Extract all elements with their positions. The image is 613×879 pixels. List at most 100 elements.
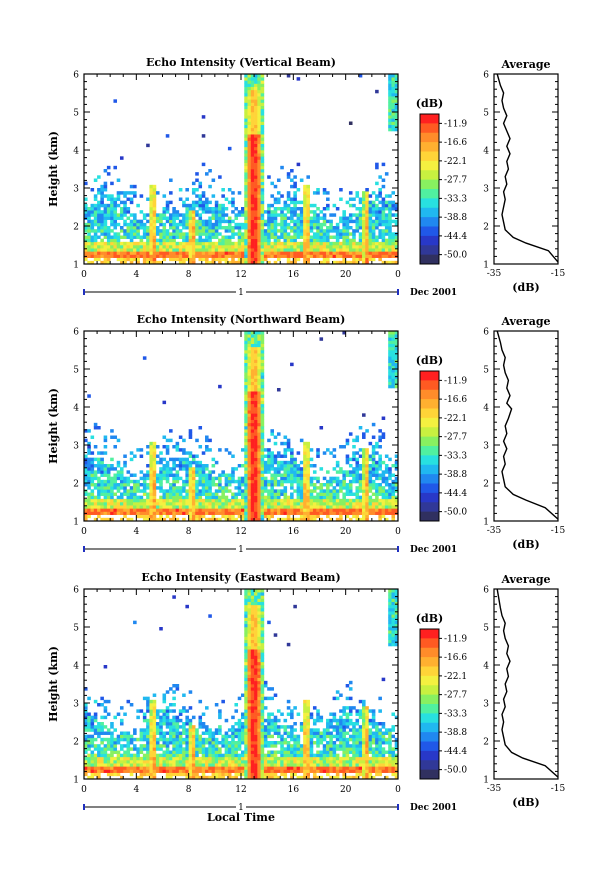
heatmap-cell: [91, 229, 95, 232]
heatmap-cell: [274, 220, 278, 223]
heatmap-cell: [94, 220, 98, 223]
heatmap-cell: [342, 226, 346, 229]
heatmap-cell: [172, 480, 176, 483]
heatmap-cell: [261, 251, 265, 254]
heatmap-cell: [287, 499, 291, 502]
heatmap-cell: [195, 470, 199, 473]
heatmap-cell: [127, 496, 131, 499]
heatmap-cell: [87, 245, 91, 248]
heatmap-cell: [231, 242, 235, 245]
heatmap-cell: [120, 483, 124, 486]
heatmap-cell: [378, 251, 382, 254]
heatmap-cell: [391, 474, 395, 477]
heatmap-cell: [293, 512, 297, 515]
heatmap-cell: [136, 483, 140, 486]
heatmap-cell: [284, 251, 288, 254]
heatmap-cell: [140, 477, 144, 480]
heatmap-cell: [202, 204, 206, 207]
heatmap-cell: [159, 766, 163, 769]
profile-line: [497, 74, 558, 262]
heatmap-cell: [110, 436, 114, 439]
heatmap-cell: [195, 515, 199, 518]
heatmap-cell: [163, 770, 167, 773]
heatmap-cell: [149, 242, 153, 245]
heatmap-cell: [179, 255, 183, 258]
heatmap-cell: [329, 245, 333, 248]
heatmap-cell: [166, 725, 170, 728]
heatmap-cell: [123, 760, 127, 763]
heatmap-cell: [257, 407, 261, 410]
heatmap-cell: [130, 763, 134, 766]
heatmap-cell: [195, 232, 199, 235]
heatmap-cell: [320, 248, 324, 251]
heatmap-cell: [107, 508, 111, 511]
heatmap-cell: [146, 255, 150, 258]
heatmap-cell: [326, 245, 330, 248]
heatmap-cell: [244, 360, 248, 363]
heatmap-cell: [274, 185, 278, 188]
heatmap-cell: [172, 226, 176, 229]
heatmap-cell: [87, 512, 91, 515]
heatmap-cell: [166, 719, 170, 722]
heatmap-cell: [248, 188, 252, 191]
heatmap-cell: [149, 467, 153, 470]
heatmap-cell: [117, 204, 121, 207]
y-tick-label: 4: [73, 147, 79, 157]
heatmap-cell: [241, 207, 245, 210]
heatmap-cell: [254, 236, 258, 239]
heatmap-cell: [261, 163, 265, 166]
heatmap-cell: [123, 229, 127, 232]
heatmap-cell: [261, 144, 265, 147]
heatmap-cell: [382, 477, 386, 480]
heatmap-cell: [192, 232, 196, 235]
heatmap-cell: [136, 757, 140, 760]
heatmap-cell: [133, 217, 137, 220]
heatmap-cell: [100, 716, 104, 719]
heatmap-cell: [303, 213, 307, 216]
heatmap-cell: [241, 258, 245, 261]
heatmap-cell: [339, 188, 343, 191]
heatmap-cell: [189, 204, 193, 207]
heatmap-cell: [261, 118, 265, 121]
heatmap-cell: [257, 131, 261, 134]
heatmap-cell: [87, 763, 91, 766]
heatmap-cell: [143, 713, 147, 716]
heatmap-cell: [342, 217, 346, 220]
heatmap-cell: [369, 489, 373, 492]
heatmap-cell: [231, 198, 235, 201]
heatmap-cell: [365, 496, 369, 499]
heatmap-cell: [185, 210, 189, 213]
heatmap-cell: [303, 239, 307, 242]
heatmap-cell: [270, 508, 274, 511]
heatmap-cell: [100, 751, 104, 754]
heatmap-cell: [257, 363, 261, 366]
heatmap-cell: [97, 242, 101, 245]
heatmap-cell: [362, 436, 366, 439]
heatmap-cell: [143, 493, 147, 496]
heatmap-cell: [153, 255, 157, 258]
heatmap-cell: [248, 77, 252, 80]
heatmap-cell: [261, 90, 265, 93]
heatmap-cell: [248, 128, 252, 131]
heatmap-cell: [176, 213, 180, 216]
heatmap-cell: [169, 486, 173, 489]
heatmap-cell: [234, 255, 238, 258]
heatmap-cell: [254, 93, 258, 96]
heatmap-cell: [362, 223, 366, 226]
heatmap-cell: [149, 751, 153, 754]
heatmap-cell: [248, 103, 252, 106]
heatmap-cell: [179, 220, 183, 223]
colorbar-tick-label: -44.4: [444, 232, 467, 242]
heatmap-cell: [359, 486, 363, 489]
colorbar-swatch: [420, 180, 439, 190]
heatmap-cell: [140, 773, 144, 776]
heatmap-cell: [248, 341, 252, 344]
heatmap-cell: [359, 483, 363, 486]
heatmap-cell: [159, 732, 163, 735]
heatmap-cell: [320, 232, 324, 235]
heatmap-cell: [244, 385, 248, 388]
heatmap-cell: [234, 245, 238, 248]
heatmap-cell: [189, 515, 193, 518]
heatmap-cell: [100, 188, 104, 191]
heatmap-cell: [359, 426, 363, 429]
